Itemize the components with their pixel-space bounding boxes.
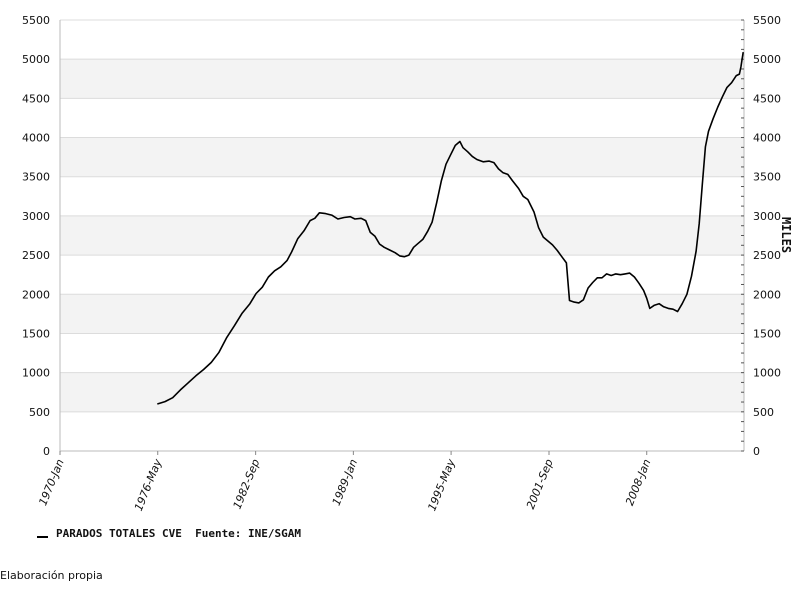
series-group — [157, 51, 744, 405]
y-tick-label-right: 5500 — [753, 14, 781, 27]
grid-band — [60, 137, 744, 177]
grid-band — [60, 215, 744, 256]
y-tick-label-right: 3000 — [753, 210, 781, 223]
y-tick-label-right: 1500 — [753, 327, 781, 340]
y-tick-label-left: 4000 — [22, 132, 50, 145]
y-tick-label-left: 2500 — [22, 249, 50, 262]
legend: PARADOS TOTALES CVE Fuente: INE/SGAM — [37, 527, 301, 540]
x-tick-label: 1995-May — [425, 457, 458, 513]
y-axis-left-ticks: 0 500 1000 1500 2000 2500 3000 3500 4000 4500 5000… — [22, 14, 50, 458]
x-tick-label: 1970-Jan — [36, 457, 66, 507]
y-tick-label-left: 500 — [29, 406, 50, 419]
y-tick-label-left: 3500 — [22, 171, 50, 184]
y-tick-label-left: 0 — [43, 445, 50, 458]
grid-bands — [60, 59, 744, 412]
x-tick-label: 2001-Sep — [524, 457, 556, 511]
y-axis-right-label: MILES — [779, 217, 793, 253]
y-tick-label-left: 1000 — [22, 367, 50, 380]
grid-band — [60, 59, 744, 99]
y-axis-right-ticks: 0 500 1000 1500 2000 2500 3000 3500 4000 4500 5000… — [753, 14, 781, 458]
x-tick-label: 1982-Sep — [231, 457, 263, 511]
y-tick-label-left: 4500 — [22, 92, 50, 105]
axes — [59, 19, 745, 452]
series-line — [157, 51, 744, 405]
y-tick-label-left: 5500 — [22, 14, 50, 27]
grid-band — [60, 372, 744, 412]
legend-label: PARADOS TOTALES CVE Fuente: INE/SGAM — [56, 527, 301, 540]
y-tick-label-right: 0 — [753, 445, 760, 458]
y-tick-label-right: 5000 — [753, 53, 781, 66]
x-tick-label: 2008-Jan — [623, 457, 653, 507]
y-tick-label-right: 2500 — [753, 249, 781, 262]
y-tick-label-right: 4500 — [753, 92, 781, 105]
x-tick-label: 1976-May — [132, 457, 165, 513]
y-tick-label-right: 1000 — [753, 367, 781, 380]
y-tick-label-right: 3500 — [753, 171, 781, 184]
footer-note: Elaboración propia — [0, 569, 103, 582]
y-tick-label-left: 2000 — [22, 288, 50, 301]
x-tick-label: 1989-Jan — [330, 457, 360, 507]
grid-lines — [60, 19, 744, 452]
y-tick-label-right: 4000 — [753, 132, 781, 145]
y-tick-label-left: 1500 — [22, 327, 50, 340]
y-tick-label-left: 3000 — [22, 210, 50, 223]
y-tick-label-right: 500 — [753, 406, 774, 419]
y-tick-label-right: 2000 — [753, 288, 781, 301]
grid-band — [60, 294, 744, 334]
y-tick-label-left: 5000 — [22, 53, 50, 66]
x-axis-ticks: 1970-Jan 1976-May 1982-Sep 1989-Jan 1995-May… — [36, 451, 654, 513]
